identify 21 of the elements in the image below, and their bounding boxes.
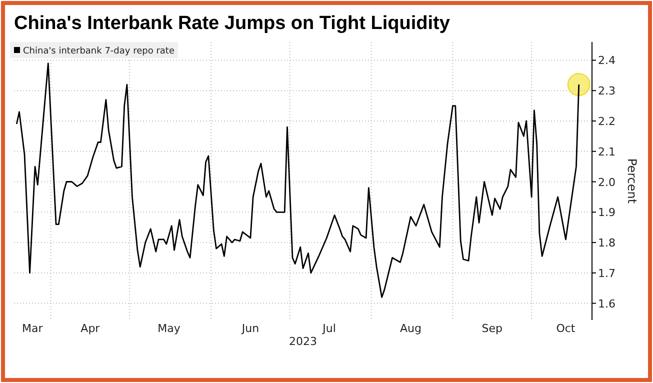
y-tick-label: 1.8 bbox=[598, 236, 616, 250]
y-tick-label: 2.0 bbox=[598, 176, 616, 189]
x-axis-title: 2023 bbox=[289, 335, 317, 348]
y-tick-label: 2.3 bbox=[598, 84, 616, 98]
legend-label: China's interbank 7-day repo rate bbox=[23, 46, 175, 56]
y-tick-label: 1.9 bbox=[598, 206, 616, 220]
y-tick-label: 2.4 bbox=[598, 54, 616, 68]
x-tick-label: May bbox=[158, 322, 181, 335]
x-tick-label: Aug bbox=[400, 322, 422, 335]
x-tick-label: Jul bbox=[322, 322, 336, 335]
x-tick-label: Jun bbox=[240, 322, 260, 335]
x-tick-label: Mar bbox=[22, 322, 44, 335]
x-tick-label: Sep bbox=[482, 322, 503, 335]
x-tick-label: Apr bbox=[80, 322, 100, 335]
y-tick-label: 2.1 bbox=[598, 145, 616, 158]
x-tick-label: Oct bbox=[556, 322, 576, 335]
y-tick-label: 1.6 bbox=[598, 297, 616, 310]
y-tick-label: 1.7 bbox=[598, 266, 616, 280]
chart-title: China's Interbank Rate Jumps on Tight Liquidity bbox=[14, 13, 450, 34]
y-axis-title: Percent bbox=[625, 158, 639, 204]
y-tick-label: 2.2 bbox=[598, 114, 616, 128]
